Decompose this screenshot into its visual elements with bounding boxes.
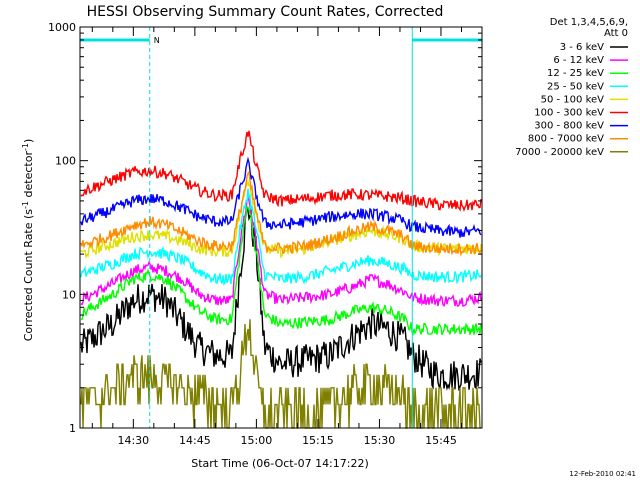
chart-title: HESSI Observing Summary Count Rates, Cor… bbox=[87, 4, 444, 20]
x-tick-label: 15:45 bbox=[425, 434, 457, 447]
x-tick-label: 14:30 bbox=[117, 434, 149, 447]
legend-label: 50 - 100 keV bbox=[541, 94, 605, 105]
plot-axes: 1 10 100 1000 14:30 14:45 15:00 15:15 15:30 15:45 bbox=[48, 21, 483, 447]
legend-label: 100 - 300 keV bbox=[534, 108, 604, 119]
x-tick-label: 14:45 bbox=[179, 434, 211, 447]
y-tick-label: 1000 bbox=[48, 21, 76, 34]
series-line-1 bbox=[80, 195, 482, 308]
legend-label: 300 - 800 keV bbox=[534, 121, 604, 132]
legend-label: 12 - 25 keV bbox=[547, 68, 604, 79]
y-axis-label-part: detector bbox=[22, 151, 35, 201]
x-tick-label: 15:00 bbox=[241, 434, 273, 447]
night-annotation: N bbox=[154, 36, 160, 45]
series-line-6 bbox=[80, 156, 482, 238]
legend-label: 25 - 50 keV bbox=[547, 81, 604, 92]
x-axis-label: Start Time (06-Oct-07 14:17:22) bbox=[191, 457, 369, 470]
y-axis-label-part: ) bbox=[22, 139, 35, 143]
y-axis-label: Corrected Count Rate (s-1 detector-1) bbox=[21, 139, 36, 342]
legend-label: 3 - 6 keV bbox=[560, 42, 604, 53]
plot-marks: N bbox=[79, 27, 483, 429]
plot-frame bbox=[79, 26, 483, 429]
y-tick-label: 1 bbox=[69, 422, 76, 435]
series-line-5 bbox=[80, 130, 482, 213]
x-tick-label: 15:15 bbox=[302, 434, 334, 447]
legend-header: Det 1,3,4,5,6,9, bbox=[550, 17, 628, 28]
legend-header: Att 0 bbox=[604, 28, 628, 39]
y-tick-label: 100 bbox=[55, 155, 76, 168]
series-line-0 bbox=[80, 207, 482, 391]
svg-text:Corrected Count Rate (s-1 dete: Corrected Count Rate (s-1 detector-1) bbox=[21, 139, 36, 342]
y-axis-label-part: -1 bbox=[21, 143, 30, 151]
series-line-7 bbox=[80, 170, 482, 257]
series-line-8 bbox=[80, 319, 481, 429]
series-line-3 bbox=[80, 188, 482, 286]
legend-label: 6 - 12 keV bbox=[553, 55, 604, 66]
legend-label: 7000 - 20000 keV bbox=[515, 147, 604, 158]
series-line-2 bbox=[80, 205, 482, 337]
legend: Det 1,3,4,5,6,9,Att 03 - 6 keV 6 - 12 keV… bbox=[515, 17, 628, 158]
y-axis-label-part: -1 bbox=[21, 201, 30, 209]
footer-date: 12-Feb-2010 02:41 bbox=[569, 470, 636, 478]
legend-label: 800 - 7000 keV bbox=[528, 134, 604, 145]
x-tick-label: 15:30 bbox=[364, 434, 396, 447]
y-axis-label-part: Corrected Count Rate (s bbox=[22, 209, 35, 342]
y-tick-label: 10 bbox=[62, 288, 76, 301]
